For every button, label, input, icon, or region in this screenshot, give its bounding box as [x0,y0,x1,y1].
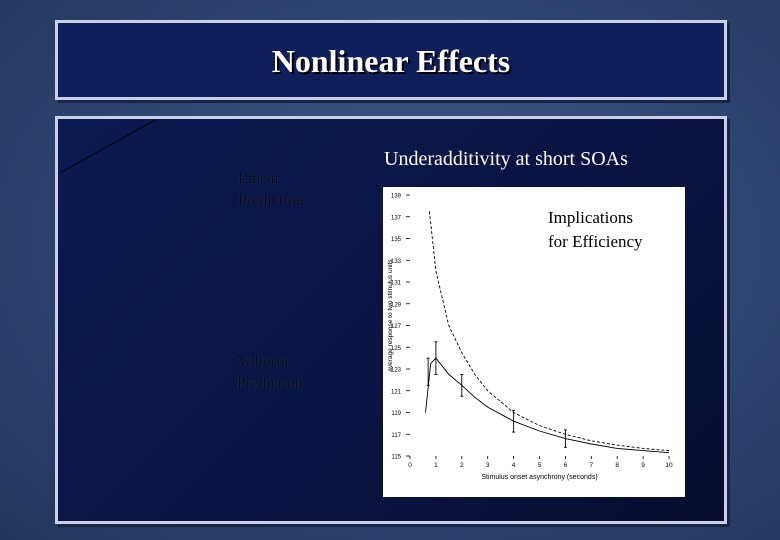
chart-panel: 115 117 119 121 123 125 127 129 131 133 135 137 139 0… [383,187,685,497]
x-tick-label: 8 [615,462,619,469]
y-tick-label: 139 [391,194,402,200]
y-axis-label: average response to two stimulus units [387,259,394,372]
x-tick-label: 9 [641,462,645,469]
x-tick-label: 3 [486,462,490,469]
y-tick-label: 115 [391,455,401,461]
linear-label-line-2: Prediction [238,192,304,209]
linear-prediction-label: Linear Prediction [238,168,304,212]
x-tick-label: 0 [408,462,412,469]
x-tick-label: 6 [564,462,568,469]
implications-line-1: Implications [548,208,633,227]
y-tick-label: 135 [391,237,402,243]
nonlinear-chart: 1151171191211231251271291311331351371390… [387,194,673,482]
chart-heading: Underadditivity at short SOAs [384,148,628,170]
diagonal-divider-line [60,119,156,174]
linear-label-line-1: Linear [238,170,280,187]
volterra-label-line-2: Prediction [237,375,303,392]
y-tick-label: 129 [391,302,402,308]
x-axis-label: Stimulus onset asynchrony (seconds) [481,474,597,481]
implications-line-2: for Efficiency [548,232,643,251]
x-tick-label: 5 [538,462,542,469]
y-tick-label: 121 [391,389,402,395]
y-tick-label: 127 [391,324,402,330]
x-tick-label: 1 [434,462,438,469]
implications-label: Implications for Efficiency [548,206,643,254]
volterra-prediction-label: Volterra Prediction [237,351,303,395]
y-tick-label: 133 [391,259,402,265]
x-tick-label: 4 [512,462,516,469]
y-tick-label: 117 [391,433,401,439]
volterra-label-line-1: Volterra [237,353,289,370]
x-tick-label: 10 [665,462,673,469]
y-tick-label: 131 [391,281,402,287]
slide-title: Nonlinear Effects [271,43,511,79]
y-tick-label: 123 [391,368,402,374]
x-tick-label: 7 [589,462,593,469]
x-tick-label: 2 [460,462,464,469]
y-tick-label: 125 [391,346,402,352]
series-line-2 [425,357,670,454]
y-tick-label: 119 [391,411,401,417]
title-box: Nonlinear Effects [55,20,727,100]
y-tick-label: 137 [391,215,402,221]
